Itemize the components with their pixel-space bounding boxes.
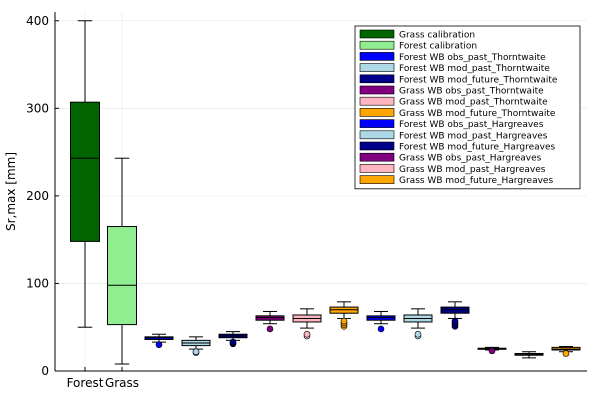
box-body: [107, 226, 137, 326]
y-tick-label: 0: [41, 364, 49, 378]
x-tick-label: Forest: [67, 376, 104, 390]
legend-label: Grass calibration: [399, 31, 475, 41]
y-tick-label: 200: [26, 189, 49, 203]
legend-label: Grass WB mod_past_Thorntwaite: [399, 98, 548, 108]
legend-label: Forest WB mod_future_Hargreaves: [399, 143, 556, 153]
legend-label: Grass WB obs_past_Thorntwaite: [399, 87, 544, 97]
legend-label: Grass WB mod_future_Thorntwaite: [399, 109, 556, 119]
legend-swatch: [359, 108, 395, 117]
box-4: [181, 336, 211, 356]
legend-swatch: [359, 164, 395, 173]
legend-swatch: [359, 52, 395, 61]
legend-swatch: [359, 74, 395, 84]
legend-item: Forest WB mod_past_Thorntwaite: [359, 63, 550, 74]
outlier-point: [414, 330, 422, 338]
box-14: [551, 345, 581, 357]
legend-label: Forest calibration: [399, 42, 477, 52]
axes: [54, 12, 587, 372]
box-13: [514, 351, 544, 359]
outlier-point: [155, 341, 163, 349]
legend-item: Grass WB mod_future_Thorntwaite: [359, 108, 556, 119]
outlier-point: [229, 338, 237, 346]
outlier-point: [192, 348, 200, 356]
legend-item: Forest WB mod_future_Thorntwaite: [359, 74, 558, 85]
y-axis-title: Sr,max [mm]: [4, 152, 18, 231]
legend-item: Forest calibration: [359, 40, 477, 52]
legend-label: Forest WB mod_future_Thorntwaite: [399, 75, 558, 85]
outlier-point: [451, 317, 459, 325]
y-tick-label: 100: [26, 276, 49, 290]
legend-item: Forest WB mod_future_Hargreaves: [359, 141, 556, 153]
box-9: [366, 310, 396, 333]
outlier-point: [377, 325, 385, 333]
box-10: [403, 308, 433, 340]
box-11: [440, 301, 470, 330]
legend-swatch: [359, 175, 395, 184]
legend-item: Forest WB mod_past_Hargreaves: [359, 130, 548, 141]
legend-item: Forest WB obs_past_Thorntwaite: [359, 52, 546, 63]
box-2: [107, 157, 137, 365]
legend-item: Grass WB obs_past_Hargreaves: [359, 152, 542, 164]
outlier-point: [488, 347, 496, 355]
legend-label: Forest WB mod_past_Thorntwaite: [399, 64, 550, 74]
box-6: [255, 310, 285, 333]
box-12: [477, 346, 507, 355]
legend-swatch: [359, 40, 395, 50]
legend-swatch: [359, 119, 395, 128]
legend-swatch: [359, 29, 395, 39]
box-plot-series: [70, 20, 581, 365]
legend-swatch: [359, 63, 395, 72]
legend-item: Grass WB mod_past_Hargreaves: [359, 164, 546, 175]
y-tick-label: 300: [26, 101, 49, 115]
legend-swatch: [359, 141, 395, 151]
y-tick-label: 400: [26, 14, 49, 28]
box-body: [70, 101, 100, 242]
legend-label: Forest WB obs_past_Thorntwaite: [399, 53, 546, 63]
outlier-point: [266, 325, 274, 333]
outlier-point: [303, 330, 311, 338]
box-7: [292, 308, 322, 340]
legend-label: Grass WB mod_future_Hargreaves: [399, 176, 553, 186]
box-8: [329, 301, 359, 330]
legend-item: Grass WB mod_past_Thorntwaite: [359, 96, 548, 108]
legend-swatch: [359, 152, 395, 162]
legend-item: Grass WB obs_past_Thorntwaite: [359, 85, 544, 97]
legend-swatch: [359, 130, 395, 140]
legend-label: Forest WB obs_past_Hargreaves: [399, 120, 544, 130]
legend-label: Forest WB mod_past_Hargreaves: [399, 131, 548, 141]
legend-label: Grass WB obs_past_Hargreaves: [399, 154, 542, 164]
x-tick-label: Grass: [105, 376, 139, 390]
legend-label: Grass WB mod_past_Hargreaves: [399, 165, 546, 175]
outlier-point: [562, 350, 570, 357]
legend-item: Forest WB obs_past_Hargreaves: [359, 119, 544, 130]
legend-item: Grass WB mod_future_Hargreaves: [359, 175, 553, 186]
outlier-point: [340, 317, 348, 325]
legend-swatch: [359, 85, 395, 95]
box-5: [218, 331, 248, 348]
legend-item: Grass calibration: [359, 29, 475, 41]
legend-swatch: [359, 96, 395, 106]
box-1: [70, 20, 100, 328]
y-axis-ticks: 0 100 200 300 400: [26, 14, 59, 378]
x-axis-ticks: Forest Grass: [67, 367, 139, 390]
box-3: [144, 333, 174, 349]
